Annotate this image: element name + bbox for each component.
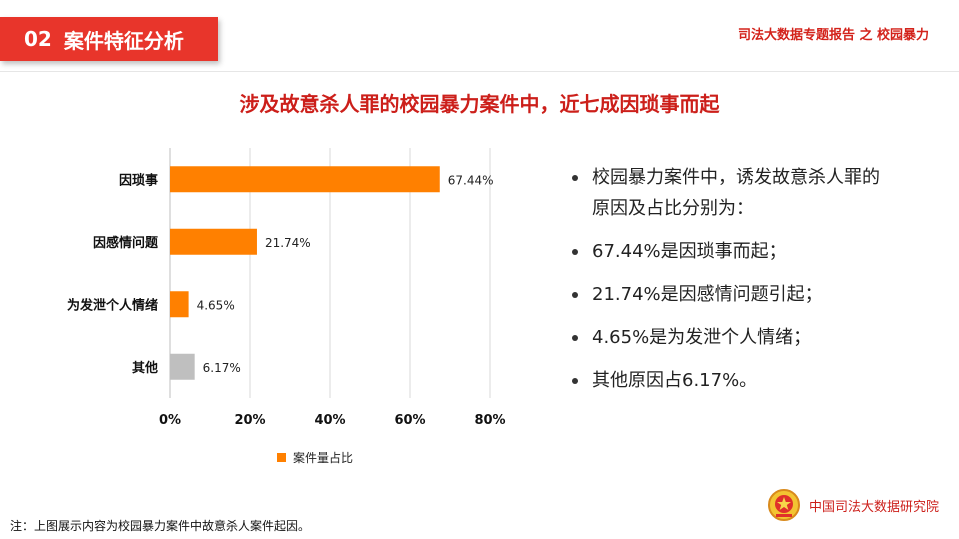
bar: [170, 166, 440, 193]
data-label: 4.65%: [197, 298, 235, 312]
bar: [170, 228, 257, 255]
x-tick-label: 20%: [234, 413, 265, 428]
bullet-dot-icon: [572, 335, 578, 341]
section-title: 案件特征分析: [63, 28, 184, 53]
x-tick-label: 40%: [314, 413, 345, 428]
bullet-item: 21.74%是因感情问题引起；: [570, 279, 890, 310]
category-label: 因感情问题: [93, 235, 159, 251]
bar: [170, 353, 195, 380]
bar: [170, 291, 189, 318]
chart-labels: 0% 20% 40% 60% 80% 因琐事 67.44% 因感情问题 21.74% 为发泄个人情…: [67, 172, 506, 428]
x-tick-label: 60%: [394, 413, 425, 428]
summary-bullets: 校园暴力案件中，诱发故意杀人罪的原因及占比分别为： 67.44%是因琐事而起； …: [570, 162, 890, 408]
category-label: 其他: [132, 360, 158, 376]
page-headline: 涉及故意杀人罪的校园暴力案件中，近七成因琐事而起: [239, 92, 720, 116]
category-label: 因琐事: [119, 172, 158, 188]
chart-legend: 案件量占比: [277, 450, 353, 465]
chart-bars: [170, 166, 440, 380]
bullet-item: 4.65%是为发泄个人情绪；: [570, 322, 890, 353]
category-label: 为发泄个人情绪: [67, 297, 158, 313]
data-label: 6.17%: [203, 361, 241, 375]
bullet-item: 其他原因占6.17%。: [570, 365, 890, 396]
footnote: 注：上图展示内容为校园暴力案件中故意杀人案件起因。: [10, 519, 311, 533]
bullet-dot-icon: [572, 292, 578, 298]
x-tick-label: 80%: [474, 413, 505, 428]
data-label: 21.74%: [265, 236, 311, 250]
organization-logo: 中国司法大数据研究院: [767, 488, 939, 522]
bullet-text: 4.65%是为发泄个人情绪；: [592, 327, 812, 348]
x-tick-label: 0%: [159, 413, 181, 428]
legend-swatch: [277, 453, 286, 462]
section-tag: 02 案件特征分析: [0, 17, 218, 61]
bullet-item: 校园暴力案件中，诱发故意杀人罪的原因及占比分别为：: [570, 162, 890, 224]
legend-label: 案件量占比: [293, 450, 353, 465]
bullet-item: 67.44%是因琐事而起；: [570, 236, 890, 267]
report-title: 司法大数据专题报告 之 校园暴力: [737, 28, 929, 43]
bullet-dot-icon: [572, 249, 578, 255]
organization-name: 中国司法大数据研究院: [808, 499, 939, 515]
data-label: 67.44%: [448, 173, 494, 187]
header-divider: [0, 71, 959, 72]
bullet-text: 其他原因占6.17%。: [592, 370, 758, 391]
bullet-text: 21.74%是因感情问题引起；: [592, 284, 823, 305]
bullet-text: 校园暴力案件中，诱发故意杀人罪的原因及占比分别为：: [592, 167, 880, 219]
section-number: 02: [24, 27, 52, 51]
bullet-dot-icon: [572, 175, 578, 181]
court-emblem-icon: [767, 489, 800, 521]
bullet-dot-icon: [572, 378, 578, 384]
bullet-text: 67.44%是因琐事而起；: [592, 241, 787, 262]
